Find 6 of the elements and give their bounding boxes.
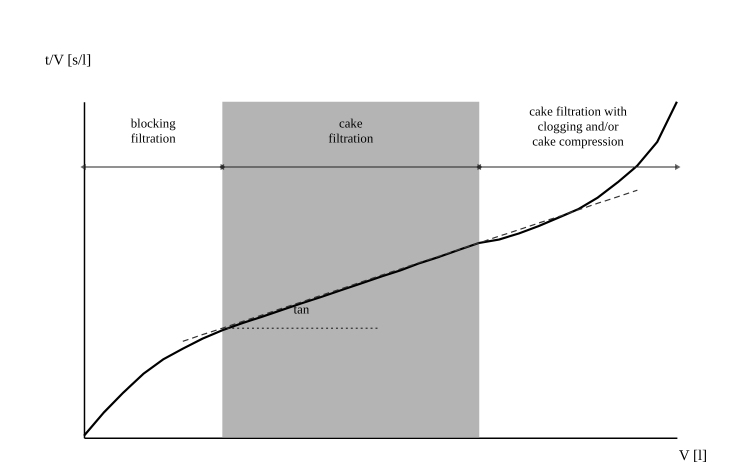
annotation: cake filtration with clogging and/or cake compression — [529, 104, 628, 148]
x-axis-title: V [l] — [678, 448, 708, 464]
annotation: tan — [294, 302, 310, 316]
y-axis-title: t/V [s/l] — [44, 52, 92, 69]
annotation: cake filtration — [328, 116, 374, 146]
annotation: blocking filtration — [130, 116, 176, 146]
